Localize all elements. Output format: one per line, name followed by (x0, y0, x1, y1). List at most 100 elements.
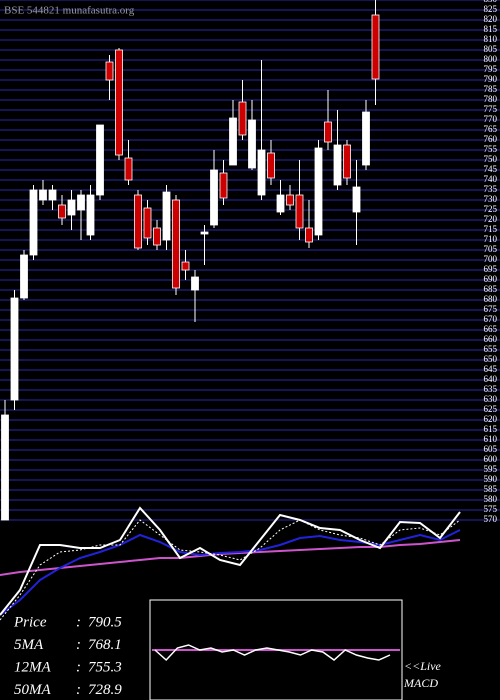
y-tick-label: 685 (484, 284, 498, 294)
y-tick-label: 770 (484, 114, 498, 124)
y-tick-label: 800 (484, 54, 498, 64)
macd-label: MACD (403, 676, 438, 690)
indicator-label: 50MA (14, 682, 51, 698)
chart-title: BSE 544821 munafasutra.org (4, 5, 135, 17)
moving-averages (0, 506, 461, 621)
indicator-label: Price (13, 614, 47, 630)
y-tick-label: 830 (484, 0, 498, 4)
candle-body (105, 61, 114, 81)
candle-body (295, 194, 304, 229)
y-tick-label: 600 (484, 454, 498, 464)
macd: <<Live MACD (152, 644, 442, 690)
indicator-label: 12MA (14, 659, 51, 675)
candle-body (238, 101, 247, 136)
candle-body (29, 189, 38, 256)
candle-body (58, 204, 66, 219)
y-tick-label: 635 (484, 384, 498, 394)
y-tick-label: 680 (484, 294, 498, 304)
candle-body (39, 189, 47, 201)
y-tick-label: 750 (484, 154, 498, 164)
y-tick-label: 700 (484, 254, 498, 264)
y-tick-label: 825 (484, 4, 498, 14)
y-tick-label: 605 (484, 444, 498, 454)
candle-body (48, 189, 57, 201)
y-tick-label: 730 (484, 194, 498, 204)
candle-body (67, 199, 76, 216)
candle-body (314, 147, 323, 236)
candle-body (352, 186, 361, 213)
y-tick-label: 695 (484, 264, 498, 274)
candles (1, 0, 380, 521)
macd-line (154, 644, 391, 662)
candle-body (333, 144, 342, 186)
candle-body (143, 207, 152, 239)
y-tick-label: 765 (484, 124, 498, 134)
y-tick-label: 625 (484, 404, 498, 414)
y-tick-label: 660 (484, 334, 498, 344)
y-tick-label: 615 (484, 424, 498, 434)
y-tick-label: 585 (484, 484, 498, 494)
y-tick-label: 715 (484, 224, 498, 234)
candle-body (362, 111, 370, 166)
y-tick-label: 775 (484, 104, 498, 114)
y-tick-label: 820 (484, 14, 498, 24)
y-tick-label: 760 (484, 134, 498, 144)
y-tick-label: 655 (484, 344, 498, 354)
y-tick-label: 580 (484, 494, 498, 504)
indicator-value: 768.1 (88, 637, 122, 653)
y-tick-label: 780 (484, 94, 498, 104)
candle-body (305, 227, 313, 243)
y-tick-label: 690 (484, 274, 498, 284)
y-tick-label: 670 (484, 314, 498, 324)
candle-body (20, 254, 28, 299)
y-tick-label: 610 (484, 434, 498, 444)
candle-body (172, 199, 180, 289)
y-tick-label: 745 (484, 164, 498, 174)
y-tick-label: 720 (484, 214, 498, 224)
y-tick-label: 805 (484, 44, 498, 54)
y-tick-label: 755 (484, 144, 498, 154)
candle-body (10, 297, 19, 401)
candle-body (324, 121, 332, 143)
indicator-separator: : (76, 659, 81, 675)
y-tick-label: 640 (484, 374, 498, 384)
y-tick-label: 795 (484, 64, 498, 74)
y-tick-label: 575 (484, 504, 498, 514)
indicator-separator: : (76, 637, 81, 653)
candle-body (96, 124, 104, 196)
candle-body (210, 169, 218, 226)
y-tick-label: 725 (484, 204, 498, 214)
y-tick-label: 810 (484, 34, 498, 44)
indicator-label: 5MA (14, 637, 44, 653)
macd-label: <<Live (404, 659, 442, 673)
y-tick-label: 710 (484, 234, 498, 244)
ma-line (0, 506, 461, 616)
candle-body (286, 194, 294, 206)
y-tick-label: 630 (484, 394, 498, 404)
candle-body (371, 14, 380, 80)
candle-body (257, 149, 266, 196)
y-tick-label: 735 (484, 184, 498, 194)
y-tick-label: 620 (484, 414, 498, 424)
candle-body (343, 144, 351, 179)
candle-body (162, 191, 171, 241)
candle-body (124, 157, 133, 181)
indicator-separator: : (76, 614, 81, 630)
y-tick-label: 705 (484, 244, 498, 254)
candle-body (229, 117, 237, 166)
y-tick-label: 785 (484, 84, 498, 94)
candle-body (77, 194, 85, 211)
indicator-value: 755.3 (88, 659, 122, 675)
y-tick-label: 665 (484, 324, 498, 334)
candle-body (86, 194, 95, 236)
y-tick-label: 790 (484, 74, 498, 84)
candle-body (200, 231, 209, 235)
y-tick-label: 570 (484, 514, 498, 524)
y-tick-label: 675 (484, 304, 498, 314)
candle-body (115, 49, 123, 156)
y-tick-label: 645 (484, 364, 498, 374)
indicator-value: 790.5 (88, 614, 122, 630)
